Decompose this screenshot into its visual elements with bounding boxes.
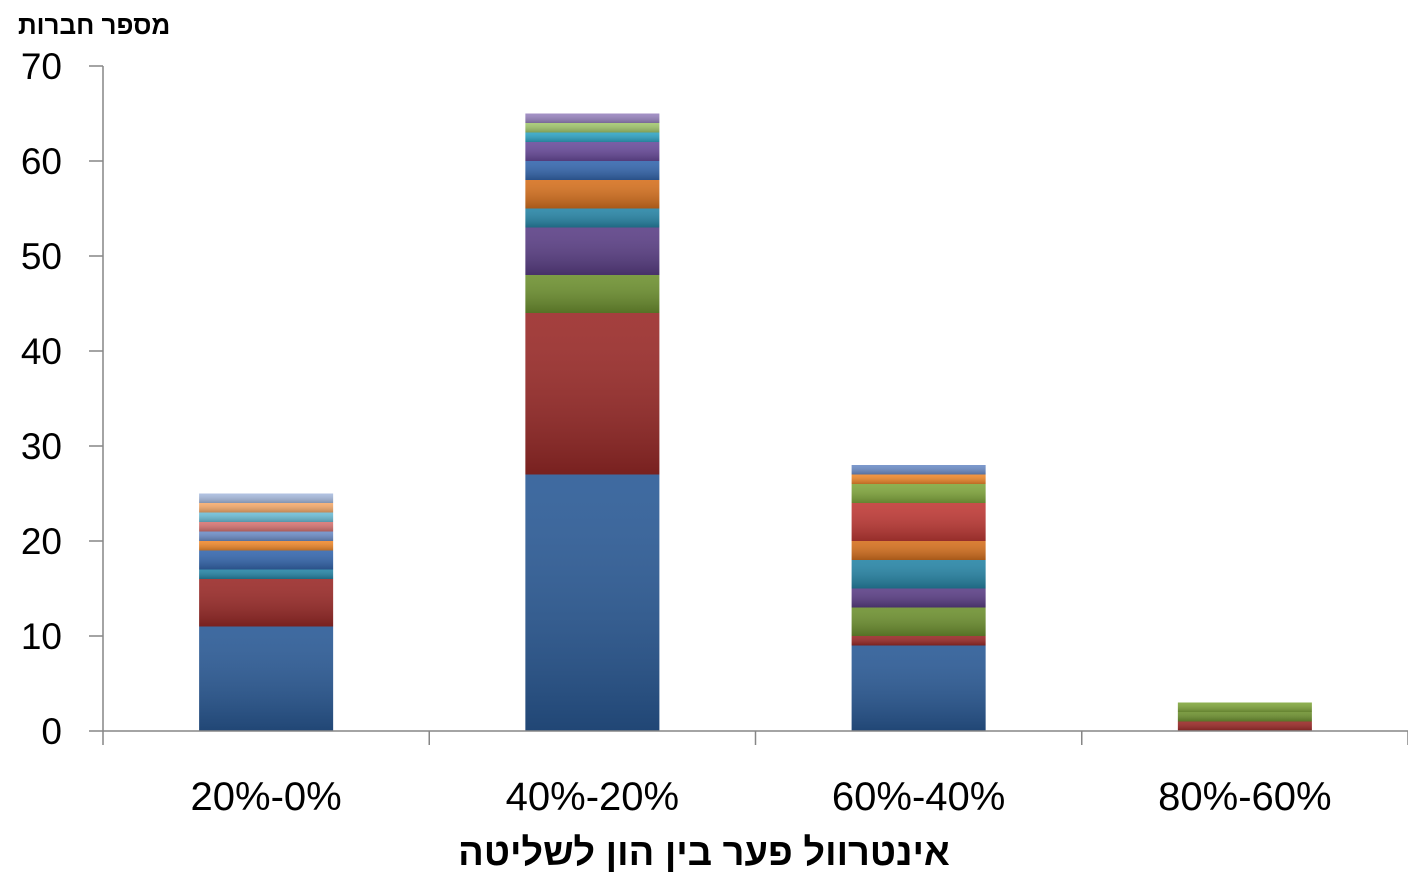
y-tick-label: 30: [21, 426, 62, 467]
bar-segment-shade: [199, 541, 334, 551]
x-tick-label: 20%-0%: [191, 775, 342, 819]
bar-segment-shade: [525, 132, 660, 142]
bar-segment-shade: [199, 522, 334, 532]
bar-segment-shade: [851, 607, 986, 636]
bar-segment-shade: [525, 275, 660, 313]
y-tick-label: 40: [21, 331, 62, 372]
bar-segment-shade: [851, 465, 986, 475]
bar-segment-shade: [199, 512, 334, 522]
bar-segment-shade: [199, 493, 334, 503]
y-tick-label: 50: [21, 236, 62, 277]
bar-segment-shade: [851, 560, 986, 589]
x-tick-label: 60%-40%: [832, 775, 1005, 819]
bar-segment-shade: [851, 636, 986, 646]
bar-segment-shade: [525, 142, 660, 161]
x-tick-label: 40%-20%: [506, 775, 679, 819]
bar-segment-shade: [1177, 712, 1312, 722]
bar-segment-shade: [199, 550, 334, 570]
bar-segment-shade: [1177, 702, 1312, 712]
bar-segment-shade: [525, 123, 660, 133]
bar-segment-shade: [851, 645, 986, 731]
bar-segment-shade: [851, 503, 986, 541]
y-tick-label: 0: [41, 711, 62, 752]
bar-segment-shade: [525, 474, 660, 731]
bar-segment-shade: [199, 569, 334, 579]
y-tick-label: 60: [21, 141, 62, 182]
bar-segment-shade: [851, 484, 986, 503]
bar-segment-shade: [525, 180, 660, 209]
bar-segment-shade: [199, 626, 334, 731]
bar-segment-shade: [525, 227, 660, 275]
bar-segment-shade: [1177, 721, 1312, 731]
x-tick-label: 80%-60%: [1158, 775, 1331, 819]
bar-segment-shade: [199, 503, 334, 513]
bar-segment-shade: [199, 579, 334, 627]
bar-segment-shade: [851, 541, 986, 560]
bar-segment-shade: [851, 474, 986, 484]
bar-segment-shade: [525, 313, 660, 475]
y-tick-label: 20: [21, 521, 62, 562]
x-axis-title: אינטרוול פער בין הון לשליטה: [458, 832, 950, 874]
y-axis-title: מספר חברות: [18, 10, 171, 40]
y-tick-label: 70: [21, 46, 62, 87]
bar-segment-shade: [525, 113, 660, 123]
y-tick-label: 10: [21, 616, 62, 657]
bar-segment-shade: [525, 161, 660, 180]
bar-segment-shade: [525, 208, 660, 228]
bar-segment-shade: [199, 531, 334, 541]
bar-segment-shade: [851, 588, 986, 608]
